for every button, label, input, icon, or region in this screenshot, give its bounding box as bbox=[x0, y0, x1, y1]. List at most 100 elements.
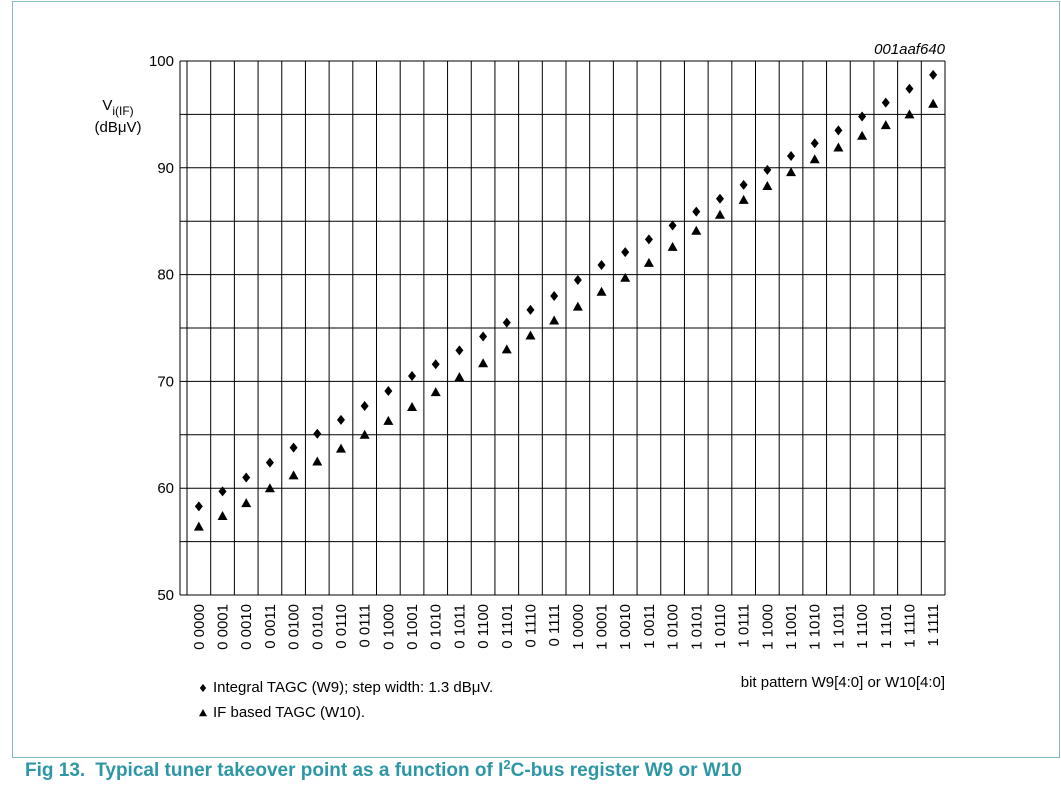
point bbox=[502, 317, 511, 328]
annotation: 001aaf640 bbox=[874, 41, 946, 58]
point bbox=[597, 259, 606, 270]
point bbox=[336, 414, 345, 425]
point bbox=[858, 111, 867, 122]
point bbox=[430, 387, 441, 397]
point bbox=[312, 456, 323, 466]
point bbox=[763, 164, 772, 175]
x-tick-label: 1 0110 bbox=[712, 604, 729, 649]
point bbox=[549, 315, 560, 325]
point bbox=[550, 290, 559, 301]
caption-rest: C-bus register W9 or W10 bbox=[511, 760, 742, 781]
x-axis-label: bit pattern W9[4:0] or W10[4:0] bbox=[741, 674, 945, 691]
point bbox=[714, 209, 725, 219]
x-tick-label: 1 0010 bbox=[617, 604, 634, 650]
x-tick-label: 1 0011 bbox=[641, 604, 658, 649]
x-tick-label: 0 0011 bbox=[262, 604, 279, 649]
x-tick-label: 1 1000 bbox=[759, 604, 776, 650]
point bbox=[572, 301, 583, 311]
point bbox=[241, 498, 252, 508]
frame bbox=[12, 1, 1060, 758]
point bbox=[454, 372, 465, 382]
point bbox=[264, 483, 275, 493]
point bbox=[929, 69, 938, 80]
x-tick-label: 0 1110 bbox=[522, 604, 539, 648]
point bbox=[265, 457, 274, 468]
point bbox=[786, 167, 797, 177]
point bbox=[288, 470, 299, 480]
x-tick-label: 1 1101 bbox=[878, 604, 895, 649]
point bbox=[455, 345, 464, 356]
point bbox=[739, 179, 748, 190]
x-tick-label: 0 0010 bbox=[238, 604, 255, 650]
point bbox=[384, 386, 393, 397]
point bbox=[643, 257, 654, 267]
point bbox=[218, 486, 227, 497]
x-tick-label: 0 0001 bbox=[215, 604, 232, 650]
y-tick-label: 60 bbox=[157, 480, 174, 497]
point bbox=[667, 241, 678, 251]
point bbox=[810, 138, 819, 149]
point bbox=[691, 225, 702, 235]
x-tick-label: 1 1111 bbox=[925, 604, 942, 647]
x-tick-label: 0 0100 bbox=[286, 604, 303, 650]
point bbox=[313, 428, 322, 439]
point bbox=[809, 154, 820, 164]
x-tick-label: 1 1010 bbox=[807, 604, 824, 650]
point bbox=[834, 125, 843, 136]
point bbox=[621, 247, 630, 258]
y-tick-label: 100 bbox=[149, 53, 174, 70]
x-tick-label: 1 1011 bbox=[830, 604, 847, 649]
x-tick-label: 0 1100 bbox=[475, 604, 492, 649]
point bbox=[928, 98, 939, 108]
point bbox=[596, 286, 607, 296]
point bbox=[217, 510, 228, 520]
legend-label: Integral TAGC (W9); step width: 1.3 dBμV… bbox=[213, 679, 493, 696]
x-tick-label: 1 0001 bbox=[594, 604, 611, 650]
point bbox=[833, 142, 844, 152]
point bbox=[431, 359, 440, 370]
point bbox=[478, 358, 489, 368]
point bbox=[904, 109, 915, 119]
legend-marker bbox=[199, 684, 207, 692]
x-tick-label: 1 0111 bbox=[736, 604, 753, 648]
x-tick-label: 0 1101 bbox=[499, 604, 516, 649]
point bbox=[360, 400, 369, 411]
y-axis-unit: (dBμV) bbox=[95, 119, 142, 136]
x-tick-label: 1 0101 bbox=[688, 604, 705, 650]
caption-sup: 2 bbox=[503, 757, 510, 772]
point bbox=[857, 130, 868, 140]
y-tick-label: 50 bbox=[157, 587, 174, 604]
point bbox=[193, 521, 204, 531]
point bbox=[787, 151, 796, 162]
x-tick-label: 0 0111 bbox=[357, 604, 374, 648]
y-tick-label: 80 bbox=[157, 267, 174, 284]
point bbox=[526, 304, 535, 315]
point bbox=[762, 180, 773, 190]
point bbox=[738, 194, 749, 204]
point bbox=[194, 501, 203, 512]
x-tick-label: 1 0100 bbox=[665, 604, 682, 650]
x-tick-label: 0 1011 bbox=[451, 604, 468, 649]
point bbox=[644, 234, 653, 245]
point bbox=[692, 206, 701, 217]
point bbox=[620, 272, 631, 282]
point bbox=[715, 193, 724, 204]
x-tick-label: 1 0000 bbox=[570, 604, 587, 650]
y-label-main: V bbox=[102, 97, 112, 114]
point bbox=[408, 371, 417, 382]
x-tick-label: 0 1000 bbox=[380, 604, 397, 650]
point bbox=[335, 443, 346, 453]
point bbox=[880, 120, 891, 130]
point bbox=[407, 402, 418, 412]
point bbox=[905, 83, 914, 94]
point bbox=[573, 274, 582, 285]
x-tick-label: 0 0101 bbox=[309, 604, 326, 650]
legend-label: IF based TAGC (W10). bbox=[213, 704, 365, 721]
x-tick-label: 0 0110 bbox=[333, 604, 350, 649]
y-tick-label: 70 bbox=[157, 373, 174, 390]
point bbox=[525, 330, 536, 340]
point bbox=[479, 331, 488, 342]
y-axis-label: Vi(IF) bbox=[102, 97, 133, 118]
y-tick-label: 90 bbox=[157, 160, 174, 177]
